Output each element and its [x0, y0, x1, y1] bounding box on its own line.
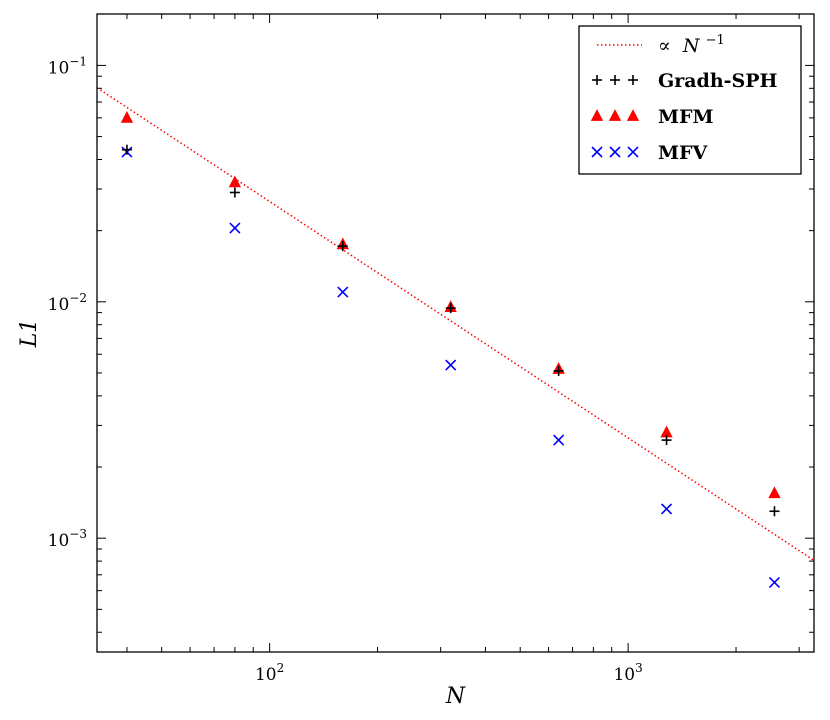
legend-mfm-swatch: [608, 109, 622, 121]
legend-gradh-sph-swatch: [628, 75, 638, 85]
legend-reference-label: ∝ N −1: [658, 33, 725, 57]
reference-line-layer: [97, 87, 814, 562]
legend: ∝ N −1 Gradh-SPH MFM MFV: [578, 25, 802, 175]
y-axis-label: L1: [17, 319, 42, 349]
y-tick-label: 10−1: [48, 54, 87, 78]
mfv-point: [337, 286, 349, 298]
gradh-sph-point: [337, 241, 348, 252]
mfm-point: [228, 175, 242, 188]
mfv-point: [768, 576, 781, 588]
legend-mfm-swatch: [590, 109, 604, 121]
legend-gradh-sph-label: Gradh-SPH: [658, 70, 778, 92]
markers-layer: [120, 110, 781, 588]
mfv-point: [553, 434, 565, 446]
gradh-sph-point: [769, 506, 780, 517]
mfv-point: [229, 222, 241, 234]
legend-mfv-swatch: [627, 146, 639, 158]
plot-frame: [96, 13, 815, 653]
legend-mfm-swatch: [626, 109, 640, 121]
mfm-point: [768, 486, 781, 499]
x-axis-label: N: [445, 684, 466, 709]
reference-exp: −1: [706, 33, 725, 48]
gradh-sph-point: [661, 435, 672, 446]
reference-line: [97, 87, 814, 562]
mfv-point: [660, 503, 673, 515]
legend-mfm-label: MFM: [658, 106, 714, 128]
legend-mfv-label: MFV: [658, 142, 709, 164]
x-tick-label: 102: [255, 661, 284, 685]
gradh-sph-point: [121, 144, 132, 155]
legend-mfv-swatch: [609, 146, 621, 158]
ticks-layer: [97, 14, 814, 652]
gradh-sph-point: [229, 187, 240, 198]
mfm-point: [120, 110, 134, 123]
gradh-sph-point: [445, 303, 456, 314]
legend-entries: Gradh-SPH MFM MFV: [590, 70, 778, 164]
legend-gradh-sph-swatch: [592, 75, 602, 85]
reference-var: N: [682, 35, 701, 57]
gradh-sph-point: [553, 365, 564, 376]
legend-gradh-sph-swatch: [610, 75, 620, 85]
tick-labels: 102 103 10−1 10−2 10−3: [48, 54, 643, 685]
y-tick-label: 10−3: [48, 527, 87, 551]
proportional-symbol: ∝: [658, 35, 671, 57]
legend-mfv-swatch: [591, 146, 603, 158]
mfv-point: [445, 359, 457, 371]
y-tick-label: 10−2: [48, 291, 87, 315]
x-tick-label: 103: [613, 661, 642, 685]
legend-box: [578, 25, 802, 175]
